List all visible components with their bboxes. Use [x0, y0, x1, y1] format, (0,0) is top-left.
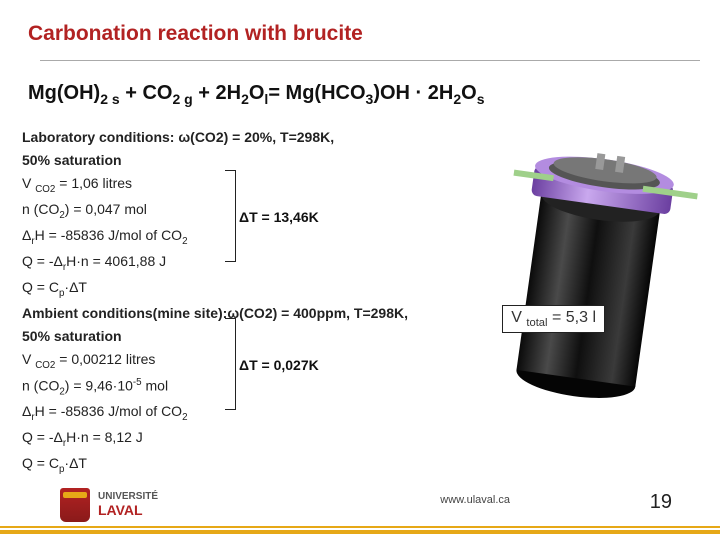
footer-url: www.ulaval.ca	[440, 494, 510, 506]
lab-saturation: 50% saturation	[22, 152, 122, 168]
amb-heading: Ambient conditions(mine site):ω(CO2) = 4…	[22, 305, 408, 321]
amb-saturation: 50% saturation	[22, 328, 122, 344]
v-total-label: V total = 5,3 l	[502, 305, 605, 333]
lab-bracket: ΔT = 13,46K	[225, 170, 236, 262]
amb-line-4: Q = -ΔrH·n = 8,12 J	[22, 428, 442, 450]
lab-deltaT: ΔT = 13,46K	[239, 209, 319, 225]
page-number: 19	[650, 491, 672, 514]
shield-icon	[60, 488, 90, 522]
university-logo: UNIVERSITÉ LAVAL	[60, 488, 158, 522]
reaction-vessel-figure	[462, 118, 702, 408]
logo-text-2: LAVAL	[98, 503, 158, 518]
title-divider	[40, 60, 700, 61]
amb-deltaT: ΔT = 0,027K	[239, 357, 319, 373]
lab-heading: Laboratory conditions: ω(CO2) = 20%, T=2…	[22, 129, 334, 145]
footer-rule-2	[0, 530, 720, 534]
slide-title: Carbonation reaction with brucite	[28, 22, 692, 46]
lab-line-5: Q = Cp·ΔT	[22, 278, 442, 300]
amb-bracket: ΔT = 0,027K	[225, 318, 236, 410]
footer-rule-1	[0, 526, 720, 528]
reaction-equation: Mg(OH)2 s + CO2 g + 2H2Ol= Mg(HCO3)OH · …	[28, 82, 704, 107]
